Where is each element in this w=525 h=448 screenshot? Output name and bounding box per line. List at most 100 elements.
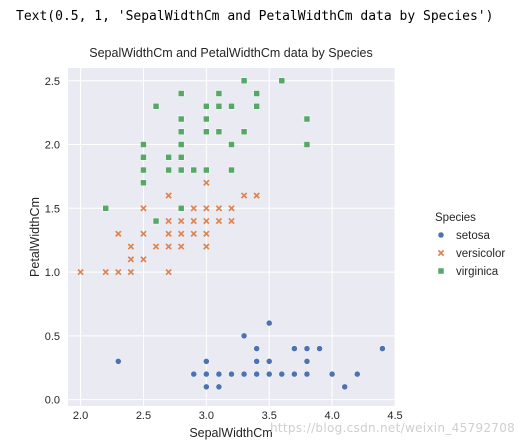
versicolor-point bbox=[177, 217, 185, 225]
versicolor-point bbox=[165, 230, 172, 238]
virginica-point bbox=[253, 103, 260, 110]
virginica-point bbox=[177, 115, 185, 123]
setosa-point bbox=[278, 370, 286, 378]
setosa-point bbox=[228, 370, 235, 378]
legend-title: Species bbox=[435, 212, 476, 224]
virginica-point bbox=[240, 128, 248, 136]
versicolor-point bbox=[77, 268, 84, 276]
x-tick-label: 2.5 bbox=[136, 410, 151, 422]
virginica-point bbox=[177, 128, 185, 136]
legend-label-setosa: setosa bbox=[456, 230, 490, 242]
y-tick-label: 0.0 bbox=[45, 395, 60, 407]
virginica-point bbox=[203, 103, 210, 110]
virginica-point bbox=[228, 141, 235, 148]
setosa-point bbox=[291, 370, 298, 378]
virginica-point bbox=[228, 103, 235, 110]
y-tick-label: 2.0 bbox=[45, 140, 60, 152]
setosa-point bbox=[203, 383, 210, 391]
versicolor-point bbox=[190, 230, 197, 238]
x-tick-labels: 2.0 2.5 3.0 3.5 4.0 4.5 bbox=[73, 410, 403, 422]
setosa-point bbox=[303, 345, 311, 352]
versicolor-point bbox=[203, 243, 210, 250]
data-points bbox=[77, 77, 386, 391]
virginica-point bbox=[203, 115, 210, 123]
virginica-point bbox=[278, 77, 286, 85]
virginica-point bbox=[177, 141, 185, 148]
versicolor-point bbox=[203, 179, 210, 186]
y-tick-label: 1.0 bbox=[45, 267, 60, 279]
legend-marker-virginica bbox=[437, 267, 445, 275]
virginica-point bbox=[152, 103, 160, 110]
versicolor-point bbox=[165, 243, 172, 250]
virginica-point bbox=[203, 128, 210, 136]
versicolor-point bbox=[127, 268, 135, 276]
y-axis-label: PetalWidthCm bbox=[28, 197, 42, 277]
virginica-point bbox=[190, 166, 198, 174]
setosa-point bbox=[240, 370, 248, 378]
chart-title: SepalWidthCm and PetalWidthCm data by Sp… bbox=[89, 46, 372, 60]
x-tick-label: 4.5 bbox=[387, 410, 402, 422]
y-tick-label: 0.5 bbox=[45, 331, 60, 343]
setosa-point bbox=[215, 383, 223, 391]
versicolor-point bbox=[177, 243, 185, 250]
setosa-point bbox=[265, 319, 273, 327]
versicolor-point bbox=[140, 256, 147, 263]
virginica-point bbox=[303, 115, 311, 123]
versicolor-point bbox=[115, 268, 122, 276]
setosa-point bbox=[328, 370, 336, 378]
virginica-point bbox=[152, 217, 160, 225]
setosa-point bbox=[240, 332, 248, 340]
setosa-point bbox=[316, 345, 323, 352]
setosa-point bbox=[215, 370, 223, 378]
setosa-point bbox=[341, 383, 348, 391]
versicolor-point bbox=[165, 192, 172, 199]
versicolor-point bbox=[215, 205, 223, 212]
x-tick-label: 3.5 bbox=[262, 410, 277, 422]
setosa-point bbox=[253, 358, 260, 365]
virginica-point bbox=[177, 166, 185, 174]
virginica-point bbox=[102, 205, 109, 212]
legend-label-virginica: virginica bbox=[456, 266, 499, 278]
versicolor-point bbox=[203, 230, 210, 238]
virginica-point bbox=[215, 90, 223, 97]
versicolor-point bbox=[102, 268, 109, 276]
legend-marker-versicolor bbox=[437, 249, 445, 257]
virginica-point bbox=[140, 166, 147, 174]
versicolor-point bbox=[203, 205, 210, 212]
y-tick-labels: 0.0 0.5 1.0 1.5 2.0 2.5 bbox=[45, 76, 60, 407]
versicolor-point bbox=[190, 217, 197, 225]
setosa-point bbox=[253, 370, 260, 378]
setosa-point bbox=[379, 345, 386, 352]
legend-marker-setosa bbox=[437, 231, 445, 239]
x-tick-label: 3.0 bbox=[199, 410, 214, 422]
versicolor-point bbox=[115, 230, 122, 238]
x-tick-label: 2.0 bbox=[73, 410, 88, 422]
legend-label-versicolor: versicolor bbox=[456, 248, 505, 260]
virginica-point bbox=[240, 77, 248, 85]
versicolor-point bbox=[228, 217, 235, 225]
y-tick-label: 2.5 bbox=[45, 76, 60, 88]
virginica-point bbox=[228, 166, 235, 174]
virginica-point bbox=[215, 103, 223, 110]
virginica-point bbox=[140, 154, 147, 161]
virginica-point bbox=[165, 166, 172, 174]
virginica-point bbox=[253, 90, 260, 97]
versicolor-point bbox=[140, 230, 147, 238]
setosa-point bbox=[265, 370, 273, 378]
versicolor-point bbox=[190, 205, 197, 212]
setosa-point bbox=[303, 370, 311, 378]
virginica-point bbox=[215, 128, 223, 136]
versicolor-point bbox=[152, 243, 160, 250]
versicolor-point bbox=[165, 268, 172, 276]
virginica-point bbox=[165, 154, 172, 161]
virginica-point bbox=[140, 141, 147, 148]
versicolor-point bbox=[203, 217, 210, 225]
setosa-point bbox=[265, 358, 273, 365]
cell-output-text: Text(0.5, 1, 'SepalWidthCm and PetalWidt… bbox=[16, 9, 494, 24]
legend: Species setosa versicolor virginica bbox=[435, 212, 505, 278]
versicolor-point bbox=[253, 192, 260, 199]
versicolor-point bbox=[240, 192, 248, 199]
virginica-point bbox=[203, 166, 210, 174]
versicolor-point bbox=[127, 243, 135, 250]
